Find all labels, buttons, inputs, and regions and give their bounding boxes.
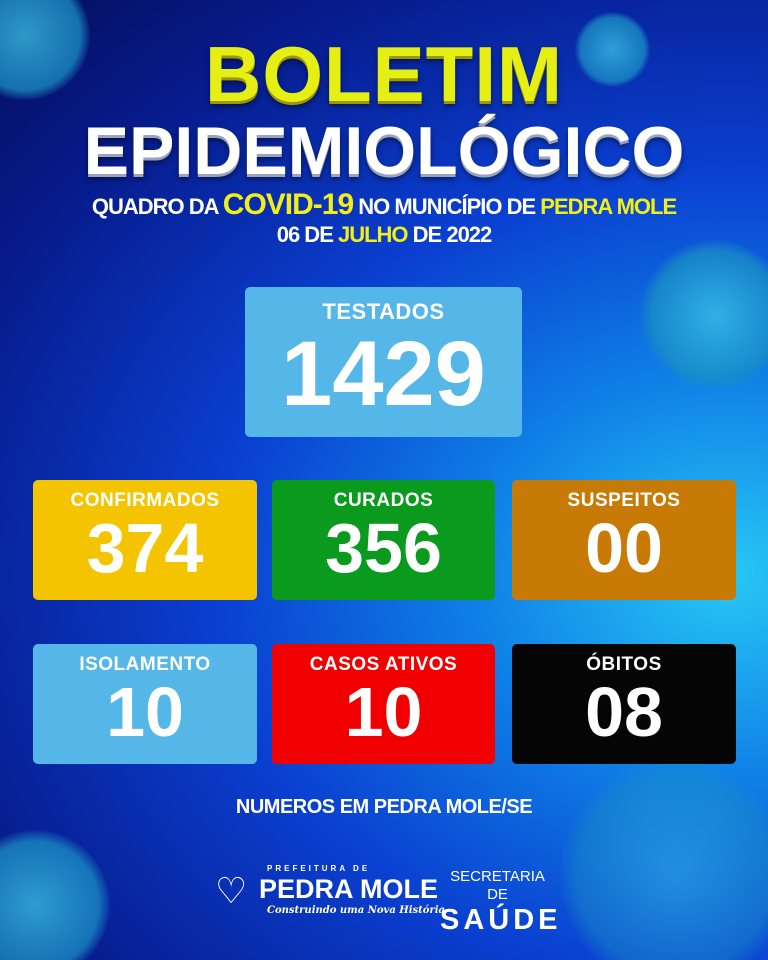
date-month: JULHO xyxy=(337,222,409,247)
card-curados: CURADOS 356 xyxy=(272,480,495,600)
logo-name: PEDRA MOLE xyxy=(259,874,439,904)
card-testados: TESTADOS 1429 xyxy=(245,287,522,437)
logo-small-text: PREFEITURA DE xyxy=(267,864,371,873)
card-label: ISOLAMENTO xyxy=(79,654,211,675)
card-value: 10 xyxy=(344,673,423,751)
logo-tagline: Construindo uma Nova História xyxy=(267,905,446,916)
card-confirmados: CONFIRMADOS 374 xyxy=(33,480,257,600)
secretaria-line1: SECRETARIA DE xyxy=(450,868,545,903)
subtitle: QUADRO DA COVID-19 NO MUNICÍPIO DE PEDRA… xyxy=(0,190,768,220)
card-label: CURADOS xyxy=(333,490,434,511)
card-value: 00 xyxy=(585,509,663,587)
subtitle-text: QUADRO DA xyxy=(91,194,223,219)
card-label: SUSPEITOS xyxy=(567,490,681,511)
card-label: TESTADOS xyxy=(322,299,445,324)
card-label: CONFIRMADOS xyxy=(70,490,220,511)
virus-illustration xyxy=(560,760,768,960)
date: 06 DE JULHO DE 2022 xyxy=(0,222,768,248)
card-obitos: ÓBITOS 08 xyxy=(512,644,736,764)
virus-illustration xyxy=(640,240,768,390)
subtitle-city: PEDRA MOLE xyxy=(540,194,677,219)
prefeitura-logo: ♡ PREFEITURA DE PEDRA MOLE Construindo u… xyxy=(215,864,445,920)
card-isolamento: ISOLAMENTO 10 xyxy=(33,644,257,764)
card-value: 10 xyxy=(106,673,184,751)
card-casos-ativos: CASOS ATIVOS 10 xyxy=(272,644,495,764)
virus-illustration xyxy=(0,830,110,960)
subtitle-covid: COVID-19 xyxy=(222,188,354,221)
card-label: ÓBITOS xyxy=(586,654,662,675)
virus-illustration xyxy=(575,12,650,87)
card-value: 356 xyxy=(325,509,442,587)
subtitle-text: NO MUNICÍPIO DE xyxy=(353,194,541,219)
date-text: DE 2022 xyxy=(407,222,493,247)
card-value: 08 xyxy=(585,673,663,751)
title-boletim: BOLETIM xyxy=(205,30,563,118)
secretaria-line2: SAÚDE xyxy=(440,904,562,936)
card-suspeitos: SUSPEITOS 00 xyxy=(512,480,736,600)
card-label: CASOS ATIVOS xyxy=(309,654,458,675)
secretaria-logo: SECRETARIA DE SAÚDE xyxy=(440,868,562,936)
footer-text: NUMEROS EM PEDRA MOLE/SE xyxy=(235,796,533,818)
card-value: 374 xyxy=(86,509,204,587)
card-value: 1429 xyxy=(281,323,486,425)
date-text: 06 DE xyxy=(276,222,338,247)
heart-people-icon: ♡ xyxy=(215,870,248,911)
title-epidemiologico: EPIDEMIOLÓGICO xyxy=(83,113,685,189)
